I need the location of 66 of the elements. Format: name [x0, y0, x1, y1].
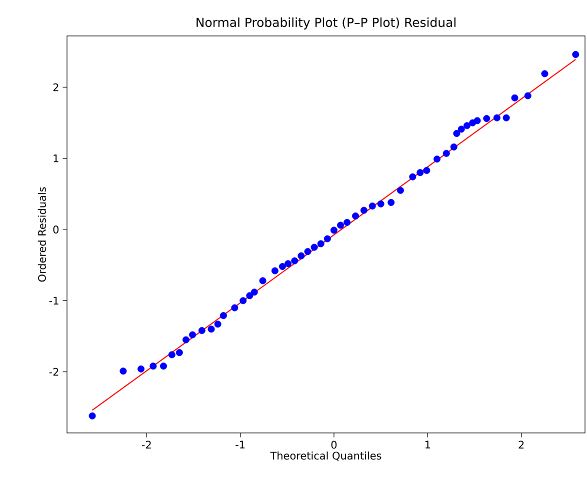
point	[278, 263, 286, 270]
x-tick-label: -2	[142, 440, 151, 449]
point	[352, 212, 360, 220]
point	[434, 156, 441, 163]
point	[442, 150, 450, 157]
point	[377, 200, 384, 208]
point	[198, 327, 206, 334]
point	[189, 331, 196, 338]
point	[524, 92, 532, 100]
y-tick-label: 1	[54, 154, 58, 162]
point	[304, 248, 312, 256]
point	[168, 351, 176, 358]
y-tick-label: -1	[49, 296, 58, 304]
point	[259, 277, 266, 284]
point	[317, 240, 324, 248]
x-axis-title: Theoretical Quantiles	[270, 452, 382, 461]
point	[138, 365, 145, 372]
point	[220, 312, 227, 320]
point	[474, 117, 481, 124]
point	[453, 130, 460, 137]
point	[463, 122, 470, 130]
point	[502, 114, 510, 122]
point	[271, 267, 278, 274]
point	[344, 218, 351, 226]
point	[88, 412, 96, 420]
point	[337, 222, 344, 229]
x-tick-label: 0	[331, 440, 337, 449]
point	[483, 115, 490, 122]
point	[416, 169, 424, 176]
point	[388, 198, 395, 206]
point	[572, 50, 580, 58]
point	[120, 368, 127, 375]
point	[291, 257, 298, 264]
point	[231, 304, 238, 312]
point	[368, 202, 376, 210]
point	[493, 114, 500, 122]
point	[150, 362, 157, 370]
y-tick-label: -2	[49, 368, 58, 376]
point	[330, 226, 338, 234]
point	[298, 252, 305, 260]
point	[250, 288, 258, 296]
point	[458, 126, 465, 133]
point	[176, 349, 183, 356]
point	[511, 94, 518, 102]
x-tick-label: -1	[236, 440, 245, 448]
point	[396, 186, 404, 194]
point	[284, 260, 292, 268]
y-tick-label: 2	[53, 83, 58, 92]
point	[160, 362, 167, 370]
x-tick-label: 1	[425, 440, 430, 448]
point	[182, 336, 190, 344]
point	[541, 70, 548, 78]
point	[240, 297, 247, 304]
y-axis-title: Ordered Residuals	[38, 187, 46, 282]
chart-title: Normal Probability Plot (P–P Plot) Residual	[196, 17, 456, 30]
point	[324, 235, 331, 242]
point	[360, 206, 368, 214]
point	[423, 166, 430, 174]
point	[450, 143, 458, 150]
point	[214, 320, 222, 328]
point	[208, 326, 215, 333]
point	[246, 292, 254, 300]
y-tick-label: 0	[53, 226, 59, 234]
point	[409, 173, 416, 180]
point	[310, 244, 318, 251]
x-tick-label: 2	[518, 440, 524, 449]
